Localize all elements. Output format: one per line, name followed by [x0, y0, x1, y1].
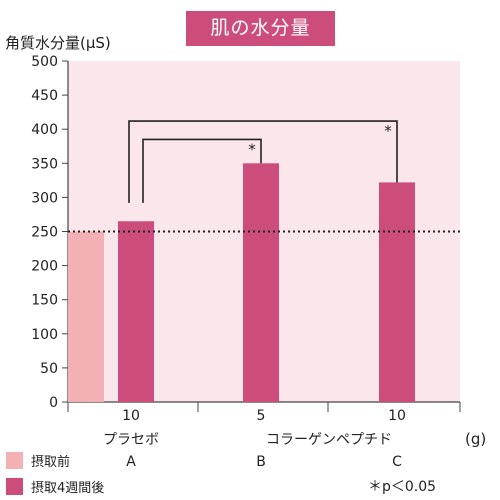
significance-bracket-a-b	[142, 138, 262, 203]
bar-a-before	[68, 231, 104, 402]
x-dose-label: 10	[122, 408, 140, 424]
x-group-letter: A	[126, 454, 136, 470]
y-tick-label: 400	[31, 122, 58, 138]
x-dose-label: 5	[257, 408, 266, 424]
x-dose-label: 10	[388, 408, 406, 424]
x-group-letter: B	[256, 454, 266, 470]
legend-label-after: 摂取4週間後	[31, 481, 105, 496]
bar-c-after	[379, 182, 415, 402]
y-tick-label: 0	[49, 395, 58, 411]
bar-a-after	[118, 221, 154, 402]
significance-note: ＊p＜0.05	[368, 479, 437, 495]
y-tick-label: 100	[31, 327, 58, 343]
legend-item-after: 摂取4週間後	[6, 477, 104, 496]
y-tick-label: 450	[31, 88, 58, 104]
x-group-name-collagen: コラーゲンペプチド	[266, 432, 392, 448]
y-axis-label: 角質水分量(μS)	[5, 34, 111, 52]
significance-mark-a-c: *	[384, 122, 392, 140]
y-tick-label: 300	[31, 190, 58, 206]
significance-mark-a-b: *	[248, 140, 256, 158]
bar-b-after	[243, 163, 279, 402]
legend-swatch-after	[6, 478, 23, 495]
chart-title: 肌の水分量	[186, 11, 335, 46]
legend-item-before: 摂取前	[6, 451, 70, 470]
dose-unit-label: (g)	[465, 430, 487, 448]
y-tick-label: 250	[31, 225, 58, 241]
legend-swatch-before	[6, 452, 23, 469]
legend-label-before: 摂取前	[31, 455, 71, 470]
significance-bracket-a-c	[128, 120, 398, 203]
x-group-name-placebo: プラセボ	[103, 432, 159, 448]
y-tick-label: 150	[31, 293, 58, 309]
y-tick-label: 200	[31, 259, 58, 275]
y-tick-label: 50	[40, 361, 58, 377]
y-tick-label: 350	[31, 156, 58, 172]
x-group-letter: C	[392, 454, 402, 470]
y-tick-label: 500	[31, 54, 58, 70]
